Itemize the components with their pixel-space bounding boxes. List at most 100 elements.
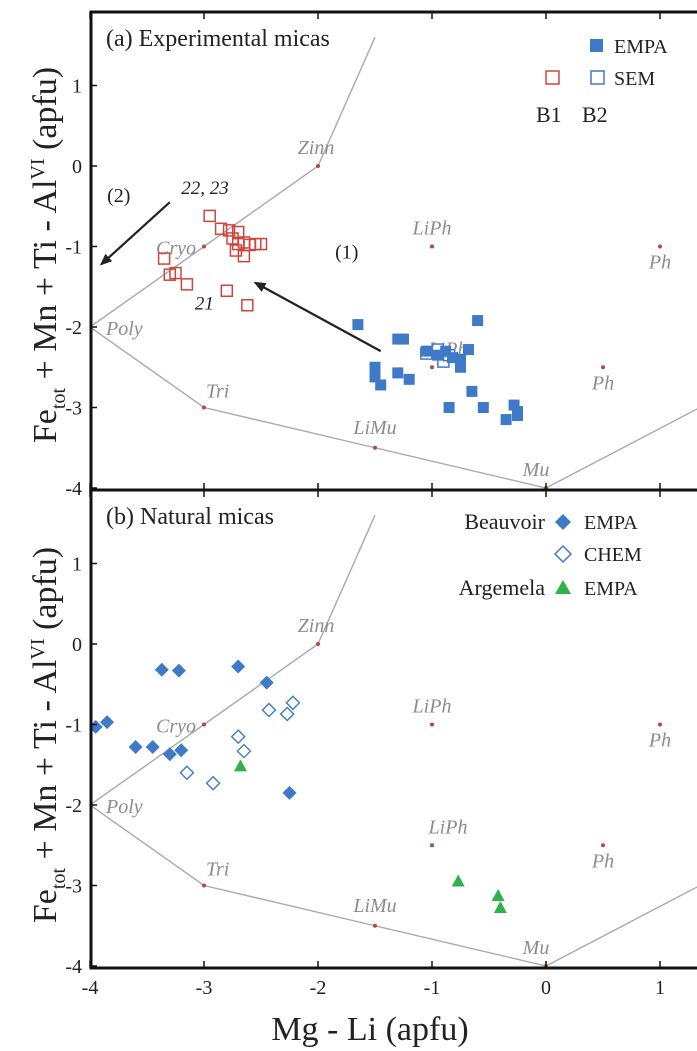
- data-point: [174, 743, 189, 758]
- endmember-node: [373, 445, 377, 450]
- endmember-label: Zinn: [298, 137, 335, 159]
- endmember-node: [316, 164, 320, 168]
- trend-arrow: [253, 281, 382, 353]
- x-tick-label: -1: [424, 977, 441, 999]
- data-point: [157, 252, 171, 265]
- svg-text:Fetot + Mn + Ti - AlVI (apfu): Fetot + Mn + Ti - AlVI (apfu): [27, 547, 70, 923]
- legend-label-sem: SEM: [614, 68, 655, 90]
- endmember-label: Ph: [591, 850, 614, 872]
- endmember-label: Poly: [105, 318, 143, 340]
- panel-a: ZinnCryoPolyTriLiMuMuLiPhLiPhPhPh(1)(2)2…: [65, 10, 697, 500]
- field-boundary-line: [90, 36, 376, 328]
- endmember-label: LiPh: [412, 696, 452, 718]
- data-point: [179, 765, 195, 781]
- endmember-node: [430, 365, 434, 370]
- endmember-node: [430, 244, 434, 249]
- y-tick-label: 0: [72, 634, 82, 656]
- endmember-label: LiPh: [412, 218, 452, 240]
- endmember-node: [202, 883, 206, 888]
- x-tick-label: -3: [196, 977, 213, 999]
- y-tick-label: 1: [72, 76, 82, 98]
- endmember-label: LiPh: [428, 816, 468, 838]
- data-point: [493, 901, 507, 914]
- data-point: [128, 740, 143, 755]
- arrow-label: (1): [335, 242, 358, 264]
- endmember-node: [601, 843, 605, 848]
- data-point: [403, 373, 415, 385]
- x-tick-label: -2: [310, 977, 327, 999]
- data-point: [169, 266, 182, 280]
- trend-arrow: [99, 201, 171, 266]
- data-point: [236, 743, 252, 759]
- data-point: [214, 222, 228, 236]
- endmember-label: Ph: [648, 730, 671, 752]
- data-point: [455, 353, 466, 365]
- legend-run-b2: B2: [582, 102, 608, 127]
- y-tick-label: -3: [65, 876, 82, 898]
- legend-label-argemela-empa: EMPA: [584, 578, 638, 600]
- data-point: [440, 345, 452, 357]
- y-tick-label: -2: [65, 795, 82, 817]
- endmember-label: Zinn: [298, 615, 335, 637]
- data-point: [369, 371, 381, 383]
- legend-marker-beauvoir-chem: [553, 544, 573, 564]
- data-point: [443, 402, 455, 413]
- data-point: [442, 348, 456, 362]
- plot-area: Zinn Cryo Poly Tri LiMu Mu LiPh LiPh Ph Ph: [90, 514, 697, 968]
- legend-label-beauvoir-empa: EMPA: [584, 512, 638, 534]
- svg-text:Fetot + Mn + Ti - AlVI (apfu): Fetot + Mn + Ti - AlVI (apfu): [27, 67, 70, 443]
- x-axis-label: Mg - Li (apfu): [271, 1011, 468, 1048]
- plot-area: ZinnCryoPolyTriLiMuMuLiPhLiPhPhPh(1)(2)2…: [90, 36, 697, 490]
- data-point: [508, 399, 520, 411]
- y-tick-label: -4: [65, 478, 82, 500]
- endmember-label: Tri: [206, 859, 229, 881]
- data-point: [500, 414, 512, 426]
- data-point: [154, 662, 169, 677]
- data-point: [472, 315, 484, 327]
- legend-marker-argemela-empa: [555, 580, 571, 594]
- legend-marker-sem-b1: [545, 70, 560, 85]
- data-point: [90, 719, 103, 734]
- legend-run-b1: B1: [536, 102, 562, 127]
- data-point: [477, 402, 489, 413]
- x-tick-label: 1: [655, 977, 665, 999]
- endmember-label: Poly: [105, 796, 143, 818]
- data-point: [369, 361, 381, 373]
- y-tick-label: -1: [65, 715, 82, 737]
- data-point: [420, 345, 432, 357]
- data-point: [233, 759, 247, 772]
- panel-title: (b) Natural micas: [106, 504, 274, 530]
- endmember-node: [430, 722, 434, 727]
- data-point: [451, 874, 465, 887]
- endmember-label: Mu: [522, 937, 550, 959]
- endmember-label: Tri: [206, 381, 229, 403]
- endmember-label: LiMu: [352, 417, 396, 439]
- data-point: [447, 352, 459, 364]
- endmember-node: [202, 244, 206, 249]
- data-point: [203, 209, 216, 223]
- data-point: [285, 695, 301, 711]
- endmember-node: [658, 244, 662, 249]
- y-tick-label: -2: [65, 317, 82, 339]
- data-point: [171, 663, 186, 678]
- legend-marker-sem-b2: [590, 70, 605, 85]
- endmember-node: [202, 722, 206, 727]
- data-point: [237, 249, 251, 263]
- data-point: [398, 333, 409, 345]
- data-point: [261, 702, 277, 718]
- data-point: [222, 224, 236, 237]
- x-tick-label: -4: [82, 977, 99, 999]
- y-tick-label: -4: [65, 956, 82, 978]
- endmember-node: [658, 722, 662, 727]
- legend-label-beauvoir-chem: CHEM: [584, 544, 642, 566]
- panel-b: Zinn Cryo Poly Tri LiMu Mu LiPh LiPh Ph Ph -4 -3 -2 -…: [65, 488, 697, 999]
- data-point: [231, 659, 246, 674]
- x-tick-label: 0: [541, 977, 551, 999]
- data-point: [466, 385, 478, 397]
- data-point: [259, 675, 274, 690]
- endmember-label: LiMu: [352, 895, 396, 917]
- endmember-label: Cryo: [156, 238, 196, 260]
- endmember-node: [601, 365, 605, 370]
- legend-marker-beauvoir-empa: [555, 514, 571, 530]
- data-point: [145, 740, 160, 755]
